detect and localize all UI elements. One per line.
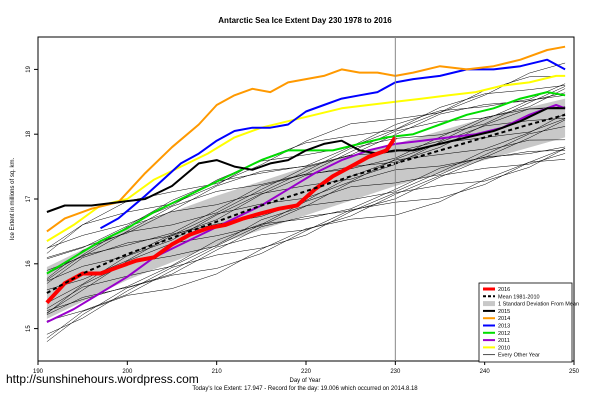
x-axis-label: Day of Year [289, 378, 320, 384]
legend-label: Mean 1981-2010 [498, 294, 540, 300]
chart-subtitle: Today's Ice Extent: 17.947 - Record for … [192, 386, 418, 392]
watermark-url: http://sunshinehours.wordpress.com [6, 372, 199, 386]
chart-title: Antarctic Sea Ice Extent Day 230 1978 to… [218, 16, 392, 25]
other-year-line [46, 153, 566, 322]
legend-swatch [483, 301, 495, 307]
other-year-line [46, 83, 566, 260]
other-years-layer [46, 62, 566, 342]
other-year-line [46, 75, 566, 249]
x-tick-label: 230 [390, 369, 401, 375]
other-year-line [46, 117, 566, 282]
legend-label: 2013 [498, 324, 510, 330]
other-year-line [46, 146, 566, 311]
other-year-line [46, 95, 566, 279]
legend-label: 2014 [498, 316, 510, 322]
mean-line [46, 113, 566, 294]
other-year-line [46, 119, 566, 314]
x-tick-label: 210 [212, 369, 223, 375]
legend-label: 2012 [498, 331, 510, 337]
other-year-line [46, 148, 566, 342]
sd-band [46, 98, 566, 319]
other-year-line [46, 86, 566, 281]
legend-label: Every Other Year [498, 353, 540, 359]
other-year-line [46, 88, 566, 271]
series-line-2010 [46, 74, 566, 242]
y-tick-label: 15 [26, 325, 32, 332]
series-line-2011 [46, 104, 566, 324]
other-year-line [46, 108, 566, 275]
legend-label: 2011 [498, 338, 510, 344]
x-tick-label: 240 [480, 369, 491, 375]
legend-label: 1 Standard Deviation From Mean [498, 302, 579, 308]
y-tick-label: 17 [26, 195, 32, 202]
legend-label: 2015 [498, 309, 510, 315]
series-line-2016 [45, 136, 397, 305]
y-tick-label: 19 [26, 65, 32, 72]
other-year-line [46, 106, 566, 284]
series-layer [45, 45, 566, 324]
axis-layer: 190 200 210 220 230 240 250 15 16 17 18 19 [26, 37, 580, 375]
series-line-2015 [46, 107, 566, 213]
x-tick-label: 220 [301, 369, 312, 375]
x-tick-label: 200 [122, 369, 133, 375]
x-tick-label: 250 [569, 369, 580, 375]
x-tick-label: 190 [33, 369, 44, 375]
sd-band-layer [46, 98, 566, 319]
other-year-line [46, 92, 566, 258]
legend-label: 2010 [498, 345, 510, 351]
other-year-line [46, 85, 566, 249]
legend-label: 2016 [498, 287, 510, 293]
series-line-2014 [46, 45, 566, 233]
y-tick-label: 18 [26, 130, 32, 137]
y-axis-label: Ice Extent in millions of sq. km. [10, 157, 16, 240]
y-tick-label: 16 [26, 260, 32, 267]
other-year-line [46, 159, 566, 339]
other-year-line [46, 150, 566, 315]
other-year-line [46, 148, 566, 335]
